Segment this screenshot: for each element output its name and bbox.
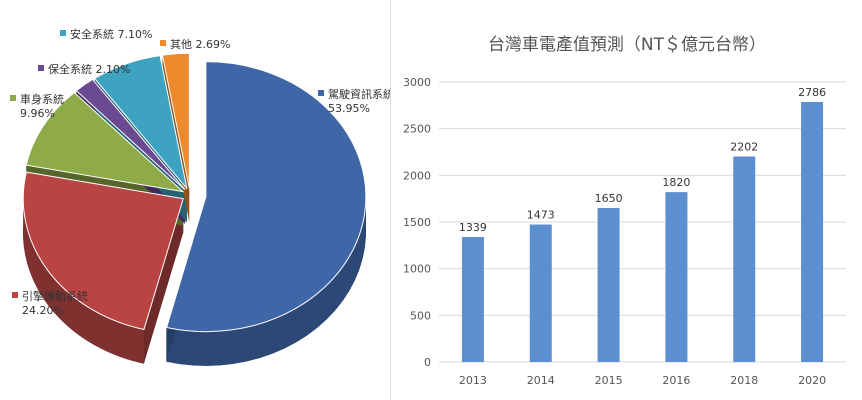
- pie-slice-label: 駕駛資訊系統: [328, 87, 390, 101]
- pie-label-marker: [12, 292, 18, 298]
- y-tick-label: 500: [410, 309, 431, 322]
- bar: [529, 224, 552, 362]
- bar-chart-title: 台灣車電產值預測（NT＄億元台幣）: [488, 35, 766, 55]
- pie-slice: [165, 61, 367, 333]
- pie-slice: [161, 52, 190, 189]
- bar-data-label: 2202: [730, 140, 758, 153]
- pie-slice: [22, 171, 184, 331]
- pie-label-marker: [38, 65, 44, 71]
- y-tick-label: 2000: [403, 169, 431, 182]
- x-tick-label: 2015: [595, 374, 623, 387]
- y-tick-label: 1500: [403, 216, 431, 229]
- pie-slice-percent: 53.95%: [328, 102, 370, 115]
- y-tick-label: 0: [424, 356, 431, 369]
- pie-slice: [75, 78, 186, 191]
- bar-data-label: 1473: [527, 209, 555, 222]
- pie-slice-wall: [143, 198, 184, 364]
- x-tick-label: 2016: [662, 374, 690, 387]
- pie-slice-label: 保全系統 2.10%: [48, 62, 130, 76]
- pie-slice-label: 引擎傳動系統: [22, 289, 88, 303]
- pie-label-marker: [318, 90, 324, 96]
- bar-chart-panel: 台灣車電產值預測（NT＄億元台幣） 0 500 1000 1500 2000 2500 30…: [391, 0, 862, 400]
- pie-label-marker: [60, 30, 66, 36]
- x-tick-label: 2013: [459, 374, 487, 387]
- bar: [801, 101, 824, 363]
- pie-label-marker: [160, 40, 166, 46]
- bar-chart: 台灣車電產值預測（NT＄億元台幣） 0 500 1000 1500 2000 2500 30…: [403, 35, 846, 387]
- pie-slice-label: 車身系統: [20, 92, 64, 106]
- bar: [733, 156, 756, 362]
- pie-slice-percent: 9.96%: [20, 107, 55, 120]
- bar-data-label: 1820: [662, 176, 690, 189]
- pie-slice: [25, 91, 185, 193]
- x-tick-label: 2018: [730, 374, 758, 387]
- x-tick-label: 2020: [798, 374, 826, 387]
- bar: [597, 208, 620, 362]
- pie-slice: [93, 55, 188, 190]
- y-tick-label: 1000: [403, 263, 431, 276]
- pie-label-marker: [10, 95, 16, 101]
- bar: [461, 237, 484, 362]
- pie-slice-percent: 24.20%: [22, 304, 64, 317]
- y-tick-label: 2500: [403, 123, 431, 136]
- pie-chart-panel: 駕駛資訊系統 53.95% 引擎傳動系統 24.20% 車身系統 9.96% 保全系統 2.…: [0, 0, 391, 400]
- bar: [665, 192, 688, 362]
- bar-data-label: 1650: [595, 192, 623, 205]
- bar-data-label: 1339: [459, 221, 487, 234]
- pie-slice-label: 其他 2.69%: [170, 38, 230, 51]
- x-tick-label: 2014: [527, 374, 555, 387]
- y-tick-label: 3000: [403, 76, 431, 89]
- pie-slice-label: 安全系統 7.10%: [70, 27, 152, 41]
- bar-data-label: 2786: [798, 86, 826, 99]
